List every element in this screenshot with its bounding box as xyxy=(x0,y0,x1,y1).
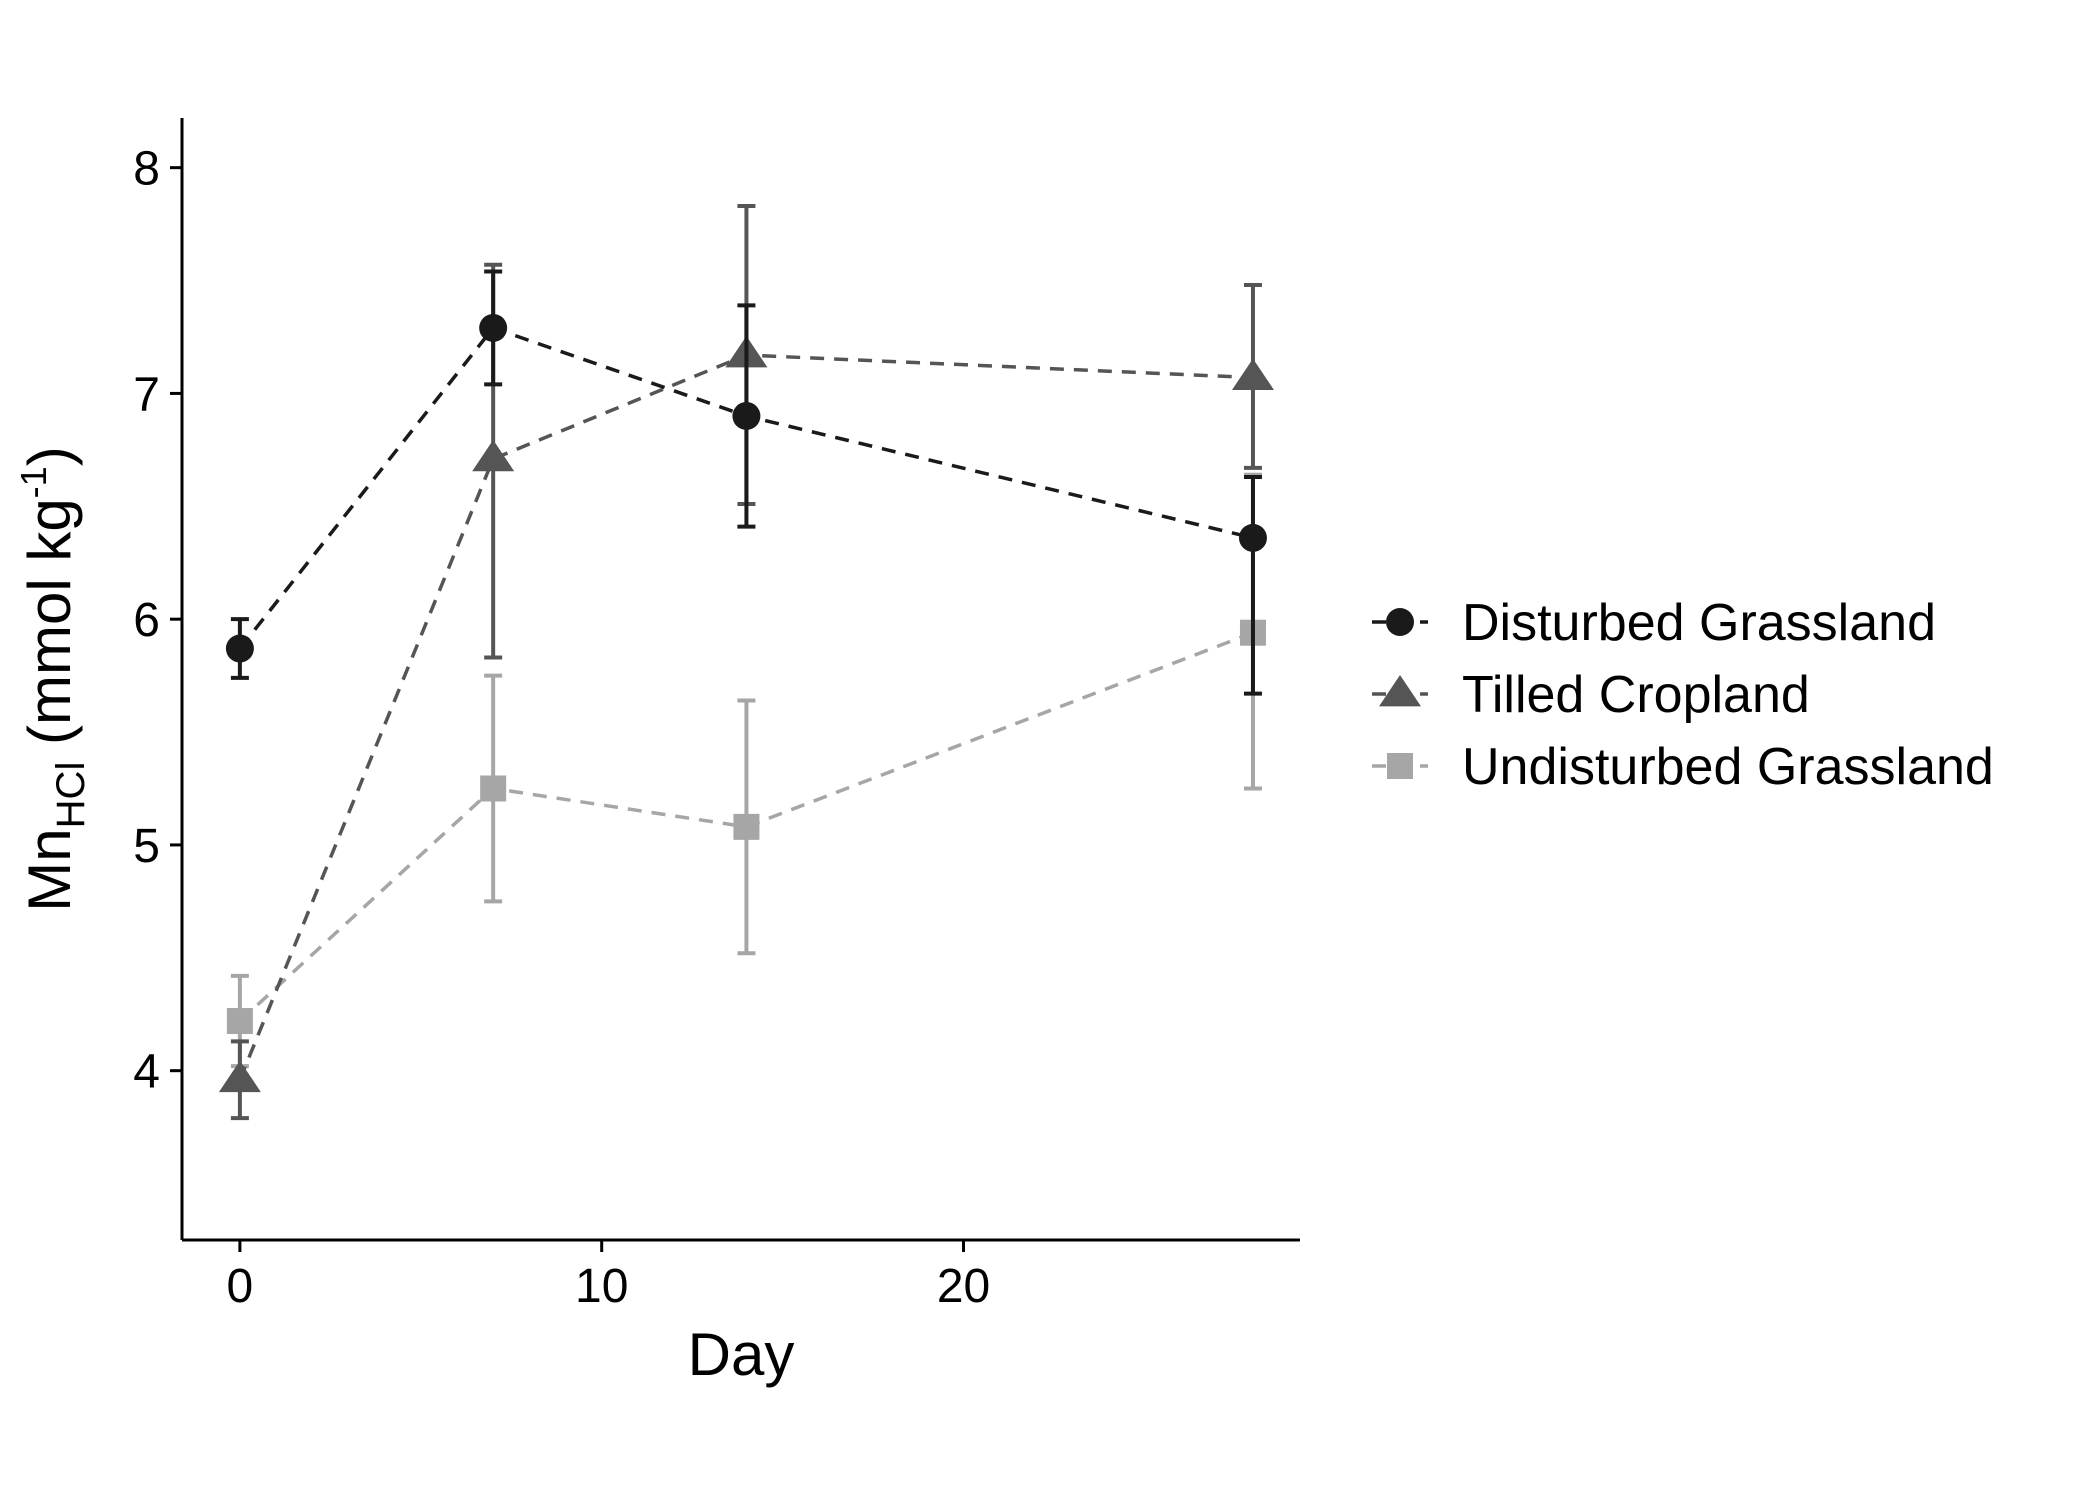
data-point xyxy=(480,775,507,802)
y-tick-label: 4 xyxy=(133,1046,160,1099)
data-point xyxy=(733,813,760,840)
data-point xyxy=(225,634,254,663)
legend-item: Undisturbed Grassland xyxy=(1372,738,1994,796)
y-axis-title-main: Mn xyxy=(16,828,83,911)
data-point xyxy=(218,1060,261,1093)
axes xyxy=(180,118,1300,1242)
legend-marker-square-icon xyxy=(1387,753,1413,779)
y-axis-title-unit: (mmol kg xyxy=(16,498,83,761)
series-line xyxy=(238,325,1254,650)
y-tick-label: 5 xyxy=(133,820,160,873)
series-line xyxy=(238,631,1254,1023)
x-axis-title: Day xyxy=(688,1321,795,1388)
legend-label: Tilled Cropland xyxy=(1462,666,1810,724)
legend-marker-triangle-icon xyxy=(1379,675,1421,707)
legend-label: Disturbed Grassland xyxy=(1462,594,1936,652)
legend-item: Tilled Cropland xyxy=(1372,666,1810,724)
data-point xyxy=(1238,523,1267,552)
series-undisturbed-grassland xyxy=(226,472,1266,1069)
y-tick-label: 6 xyxy=(133,594,160,647)
error-bar xyxy=(1243,474,1262,696)
legend-label: Undisturbed Grassland xyxy=(1462,738,1994,796)
series-layer xyxy=(218,204,1274,1121)
y-axis-title-subscript: HCl xyxy=(49,762,93,829)
x-tick-label: 10 xyxy=(575,1260,628,1313)
x-tick-label: 20 xyxy=(937,1260,990,1313)
y-axis-title-close: ) xyxy=(16,446,83,466)
y-tick-label: 7 xyxy=(133,368,160,421)
data-point xyxy=(226,1008,253,1035)
x-tick-label: 0 xyxy=(227,1260,254,1313)
data-point xyxy=(732,401,761,430)
series-disturbed-grassland xyxy=(225,269,1267,696)
data-point xyxy=(472,439,515,472)
data-point xyxy=(1231,358,1274,390)
data-point xyxy=(479,313,508,342)
legend-item: Disturbed Grassland xyxy=(1372,594,1936,652)
y-tick-label: 8 xyxy=(133,143,160,196)
y-axis-title: MnHCl (mmol kg-1) xyxy=(13,446,93,911)
legend: Disturbed Grassland Tilled Cropland Undist… xyxy=(1372,594,1994,796)
legend-marker-circle-icon xyxy=(1386,608,1414,636)
axis-ticks: 0 10 20 4 5 6 7 8 xyxy=(133,143,990,1313)
y-axis-title-superscript: -1 xyxy=(13,466,54,498)
